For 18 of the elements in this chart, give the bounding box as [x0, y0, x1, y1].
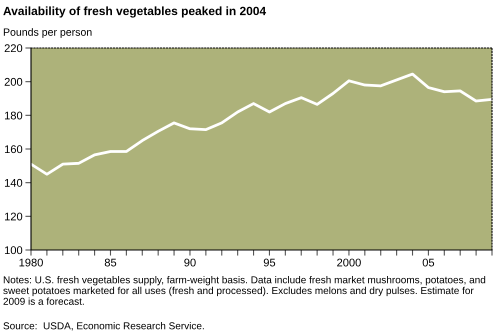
x-tick-label: 1980: [19, 258, 43, 266]
x-tick-label: 95: [264, 258, 276, 266]
y-tick-label: 120: [4, 212, 22, 220]
x-tick-label: 85: [104, 258, 116, 266]
y-tick-label: 180: [4, 112, 22, 120]
y-tick-label: 200: [4, 78, 22, 86]
y-tick-label: 220: [4, 44, 22, 52]
y-axis-title: Pounds per person: [4, 28, 92, 38]
x-tick-label: 90: [184, 258, 196, 266]
y-tick-label: 160: [4, 145, 22, 154]
text: Notes: U.S. fresh vegetables supply, farm-weight basis. Data include fresh market mushrooms, potatoes, and sweet potatoes marketed for all uses (fresh and processed). Excludes melons and dry pulses. Estimate for 2009 is a forecast.: [3, 276, 486, 305]
x-tick-label: 05: [422, 258, 434, 266]
source-note: Source: USDA, Economic Research Service.: [3, 322, 204, 331]
chart-title: Availability of fresh vegetables peaked in 2004: [3, 6, 266, 18]
y-tick-label: 140: [4, 178, 22, 187]
line-series: [31, 72, 492, 176]
y-tick-label: 100: [4, 246, 22, 254]
x-tick-label: 2000: [337, 258, 361, 266]
